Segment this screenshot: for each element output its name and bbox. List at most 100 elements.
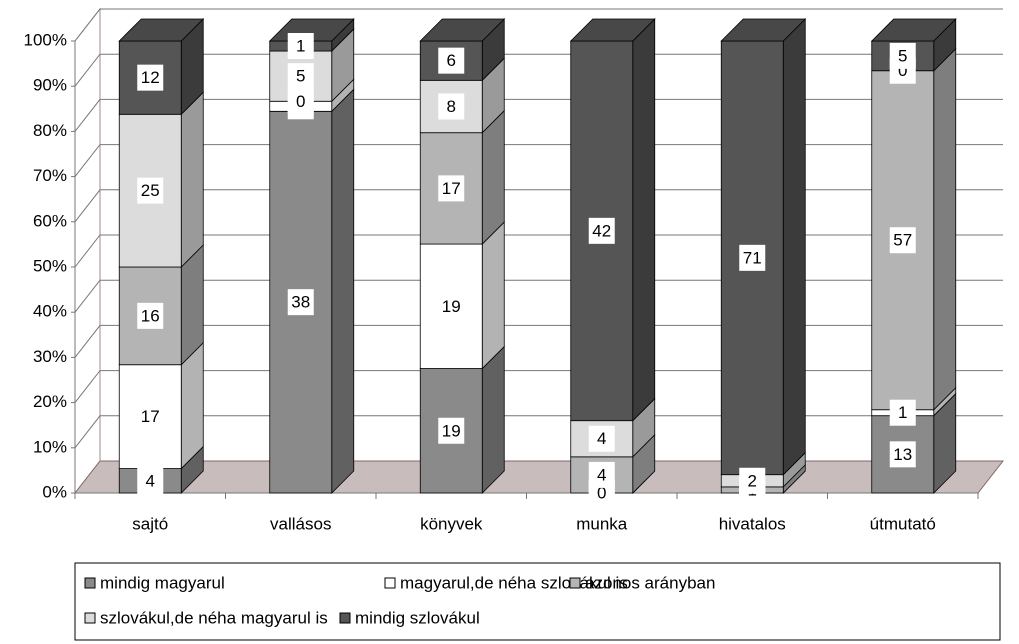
grid-line (74, 234, 1003, 268)
data-label-bg (438, 417, 465, 444)
data-label-bg (438, 293, 465, 320)
data-label-group: 19 (438, 417, 465, 444)
legend-box (74, 562, 1001, 641)
bar-top (118, 18, 205, 42)
data-label: 19 (442, 297, 461, 316)
y-tick-label: 60% (33, 211, 67, 230)
grid-line (74, 53, 1003, 87)
data-label: 38 (291, 293, 310, 312)
data-label-bg (588, 461, 615, 488)
x-tick-label: vallásos (270, 514, 331, 533)
y-tick-label: 20% (33, 392, 67, 411)
data-label-group: 12 (137, 64, 164, 91)
legend-label: szlovákul,de néha magyarul is (100, 608, 328, 627)
legend-label: azonos arányban (585, 573, 715, 592)
data-label-bg (438, 47, 465, 74)
data-label-bg (438, 175, 465, 202)
data-label-bg (889, 42, 916, 69)
data-label: 0 (597, 483, 606, 502)
data-label-bg (438, 93, 465, 120)
data-label-bg (137, 177, 164, 204)
data-label: 17 (141, 407, 160, 426)
data-label-group: 19 (438, 293, 465, 320)
data-label: 42 (592, 221, 611, 240)
bar-top (419, 18, 506, 42)
grid-line (74, 98, 1003, 132)
data-label-bg (889, 227, 916, 254)
data-label-group: 5 (287, 63, 314, 90)
legend-swatch (339, 612, 351, 624)
y-tick-label: 80% (33, 121, 67, 140)
data-label-bg (137, 64, 164, 91)
data-label-bg (588, 217, 615, 244)
data-label: 71 (743, 248, 762, 267)
data-label-group: 71 (739, 244, 766, 271)
bar-side (180, 91, 204, 268)
data-label-group: 4 (588, 425, 615, 452)
data-label-group: 1 (287, 33, 314, 60)
data-label-bg (137, 403, 164, 430)
x-tick-label: sajtó (132, 514, 168, 533)
bar-top (870, 18, 957, 42)
data-label-bg (287, 289, 314, 316)
bar-side (481, 345, 505, 494)
data-label: 1 (898, 403, 907, 422)
bar-top (720, 18, 807, 42)
bar-top (569, 18, 656, 42)
y-tick-label: 70% (33, 166, 67, 185)
data-label: 5 (296, 67, 305, 86)
bar-side (331, 88, 355, 494)
grid-line (74, 279, 1003, 313)
x-tick-label: munka (576, 514, 628, 533)
data-label-bg (588, 425, 615, 452)
grid-line (74, 8, 1003, 42)
x-tick-label: hivatalos (719, 514, 786, 533)
y-tick-label: 50% (33, 256, 67, 275)
y-tick-label: 10% (33, 437, 67, 456)
data-label: 17 (442, 179, 461, 198)
data-label-group: 4 (588, 461, 615, 488)
legend-swatch (84, 577, 96, 589)
legend-swatch (384, 577, 396, 589)
y-tick-label: 40% (33, 302, 67, 321)
data-label: 25 (141, 181, 160, 200)
data-label: 19 (442, 421, 461, 440)
data-label: 13 (893, 445, 912, 464)
data-label-group: 0 (287, 88, 314, 115)
data-label: 0 (898, 61, 907, 80)
bar-side (933, 47, 957, 411)
y-tick-label: 100% (24, 30, 67, 49)
floor (73, 460, 1005, 494)
grid-line (74, 189, 1003, 223)
x-tick-label: útmutató (870, 514, 936, 533)
y-tick-label: 30% (33, 347, 67, 366)
data-label: 4 (597, 465, 606, 484)
legend-label: mindig magyarul (100, 573, 225, 592)
data-label-group: 17 (438, 175, 465, 202)
data-label: 8 (447, 97, 456, 116)
data-label-group: 8 (438, 93, 465, 120)
data-label: 1 (296, 37, 305, 56)
data-label-bg (739, 244, 766, 271)
data-label-group: 6 (438, 47, 465, 74)
data-label-bg (287, 33, 314, 60)
data-label-group: 16 (137, 302, 164, 329)
data-label-group: 4 (137, 467, 164, 494)
data-label-bg (889, 441, 916, 468)
bar-side (481, 221, 505, 370)
data-label: 6 (447, 51, 456, 70)
data-label-bg (739, 467, 766, 494)
data-label: 16 (141, 306, 160, 325)
data-label-group: 13 (889, 441, 916, 468)
bar-side (782, 18, 806, 476)
y-tick-label: 0% (42, 482, 67, 501)
legend-label: mindig szlovákul (355, 608, 480, 627)
data-label: 5 (898, 46, 907, 65)
legend-swatch (569, 577, 581, 589)
data-label-group: 42 (588, 217, 615, 244)
data-label: 2 (748, 471, 757, 490)
data-label-group: 1 (889, 399, 916, 426)
data-label-bg (137, 302, 164, 329)
data-label: 0 (296, 92, 305, 111)
